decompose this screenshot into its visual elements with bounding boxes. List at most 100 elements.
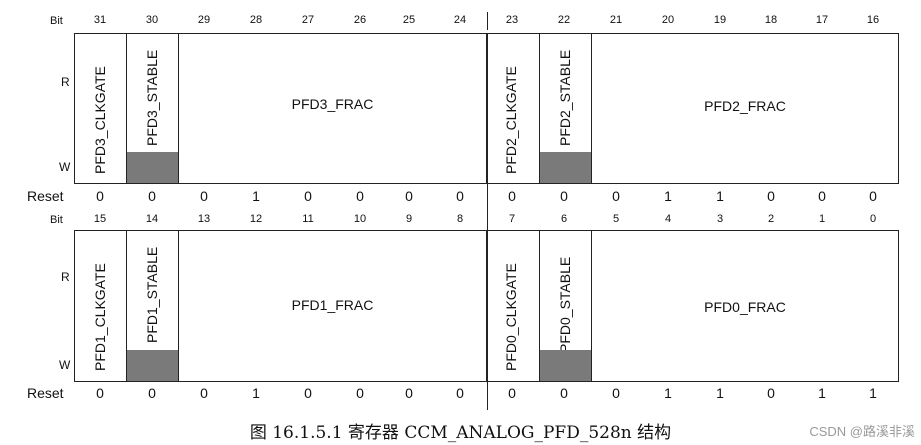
bit-number-row-bottom: Bit 15 14 13 12 11 10 9 8 7 6 5 4 3 2 1 … xyxy=(0,213,921,233)
bit-number: 1 xyxy=(818,213,826,225)
half-divider xyxy=(487,382,488,410)
reset-value: 1 xyxy=(664,385,672,401)
write-reserved-shade xyxy=(540,152,591,183)
bit-number: 16 xyxy=(866,14,880,26)
bit-number: 23 xyxy=(505,14,519,26)
register-field-group-top-right: PFD2_CLKGATE PFD2_STABLE PFD2_FRAC xyxy=(487,33,899,184)
bit-number: 24 xyxy=(453,14,467,26)
bit-number: 19 xyxy=(713,14,727,26)
field-pfd3-frac: PFD3_FRAC xyxy=(291,96,374,112)
half-divider-tick xyxy=(487,212,488,230)
field-pfd2-stable: PFD2_STABLE xyxy=(540,34,592,183)
reset-value: 0 xyxy=(508,385,516,401)
reset-value: 0 xyxy=(818,188,826,204)
reset-row-bottom: Reset 0 0 0 1 0 0 0 0 0 0 0 1 1 0 1 1 xyxy=(0,385,921,405)
field-pfd0-stable: PFD0_STABLE xyxy=(540,231,592,381)
reset-value: 1 xyxy=(252,385,260,401)
bit-number: 12 xyxy=(249,213,263,225)
reset-value: 0 xyxy=(456,188,464,204)
read-label: R xyxy=(61,75,70,89)
bit-number: 15 xyxy=(93,213,107,225)
reset-value: 1 xyxy=(716,385,724,401)
bit-number: 21 xyxy=(609,14,623,26)
reset-value: 0 xyxy=(612,385,620,401)
field-name: PFD3_STABLE xyxy=(144,49,160,146)
bit-number: 25 xyxy=(402,14,416,26)
reset-value: 0 xyxy=(200,385,208,401)
reset-value: 0 xyxy=(508,188,516,204)
bit-number: 9 xyxy=(405,213,413,225)
reset-value: 1 xyxy=(818,385,826,401)
field-pfd2-clkgate: PFD2_CLKGATE xyxy=(488,34,540,183)
bit-number: 26 xyxy=(353,14,367,26)
reset-value: 0 xyxy=(456,385,464,401)
bit-number: 27 xyxy=(301,14,315,26)
reset-value: 0 xyxy=(304,188,312,204)
bit-number: 0 xyxy=(869,213,877,225)
write-reserved-shade xyxy=(540,350,591,381)
write-label: W xyxy=(59,358,71,372)
half-divider xyxy=(487,184,488,212)
field-pfd1-stable: PFD1_STABLE xyxy=(127,231,179,381)
reset-value: 1 xyxy=(664,188,672,204)
bit-number: 8 xyxy=(456,213,464,225)
reset-value: 0 xyxy=(148,385,156,401)
reset-value: 0 xyxy=(200,188,208,204)
bit-label: Bit xyxy=(50,15,63,27)
field-pfd3-stable: PFD3_STABLE xyxy=(127,34,179,183)
reset-value: 0 xyxy=(148,188,156,204)
watermark: CSDN @路溪非溪 xyxy=(809,424,915,439)
field-pfd3-clkgate: PFD3_CLKGATE xyxy=(75,34,127,183)
bit-number: 10 xyxy=(353,213,367,225)
field-pfd0-frac: PFD0_FRAC xyxy=(704,299,786,315)
field-pfd2-frac: PFD2_FRAC xyxy=(704,98,786,114)
reset-value: 1 xyxy=(252,188,260,204)
reset-value: 0 xyxy=(304,385,312,401)
field-pfd0-clkgate: PFD0_CLKGATE xyxy=(488,231,540,381)
reset-value: 0 xyxy=(612,188,620,204)
field-name: PFD3_CLKGATE xyxy=(92,66,108,174)
write-reserved-shade xyxy=(127,152,178,183)
bit-number: 4 xyxy=(664,213,672,225)
reset-value: 0 xyxy=(560,188,568,204)
bit-number: 31 xyxy=(93,14,107,26)
reset-value: 0 xyxy=(405,188,413,204)
bit-number-row-top: Bit 31 30 29 28 27 26 25 24 23 22 21 20 … xyxy=(0,14,921,34)
bit-number: 28 xyxy=(249,14,263,26)
reset-value: 0 xyxy=(356,385,364,401)
reset-value: 0 xyxy=(405,385,413,401)
reset-value: 0 xyxy=(560,385,568,401)
bit-number: 22 xyxy=(557,14,571,26)
figure-caption: 图 16.1.5.1 寄存器 CCM_ANALOG_PFD_528n 结构 xyxy=(249,423,672,443)
bit-number: 2 xyxy=(767,213,775,225)
bit-number: 18 xyxy=(764,14,778,26)
field-name: PFD2_CLKGATE xyxy=(503,66,519,174)
bit-number: 5 xyxy=(612,213,620,225)
field-name: PFD1_CLKGATE xyxy=(92,263,108,371)
field-name: PFD2_STABLE xyxy=(557,49,573,146)
reset-value: 0 xyxy=(767,385,775,401)
reset-value: 0 xyxy=(869,188,877,204)
reset-value: 1 xyxy=(869,385,877,401)
bit-label: Bit xyxy=(50,214,63,226)
write-reserved-shade xyxy=(127,350,178,381)
reset-value: 0 xyxy=(96,385,104,401)
field-pfd1-frac: PFD1_FRAC xyxy=(291,297,374,313)
bit-number: 13 xyxy=(197,213,211,225)
bit-number: 6 xyxy=(560,213,568,225)
bit-number: 17 xyxy=(815,14,829,26)
reset-label: Reset xyxy=(27,188,64,204)
field-name: PFD1_STABLE xyxy=(144,246,160,343)
read-label: R xyxy=(61,270,70,284)
register-field-group-bottom-right: PFD0_CLKGATE PFD0_STABLE PFD0_FRAC xyxy=(487,230,899,382)
register-field-group-top-left: PFD3_CLKGATE PFD3_STABLE PFD3_FRAC xyxy=(74,33,487,184)
bit-number: 30 xyxy=(145,14,159,26)
write-label: W xyxy=(59,160,71,174)
reset-value: 0 xyxy=(356,188,364,204)
field-name: PFD0_CLKGATE xyxy=(503,263,519,371)
reset-value: 0 xyxy=(767,188,775,204)
bit-number: 3 xyxy=(716,213,724,225)
half-divider-tick xyxy=(487,12,488,30)
reset-label: Reset xyxy=(27,385,64,401)
bit-number: 7 xyxy=(508,213,516,225)
